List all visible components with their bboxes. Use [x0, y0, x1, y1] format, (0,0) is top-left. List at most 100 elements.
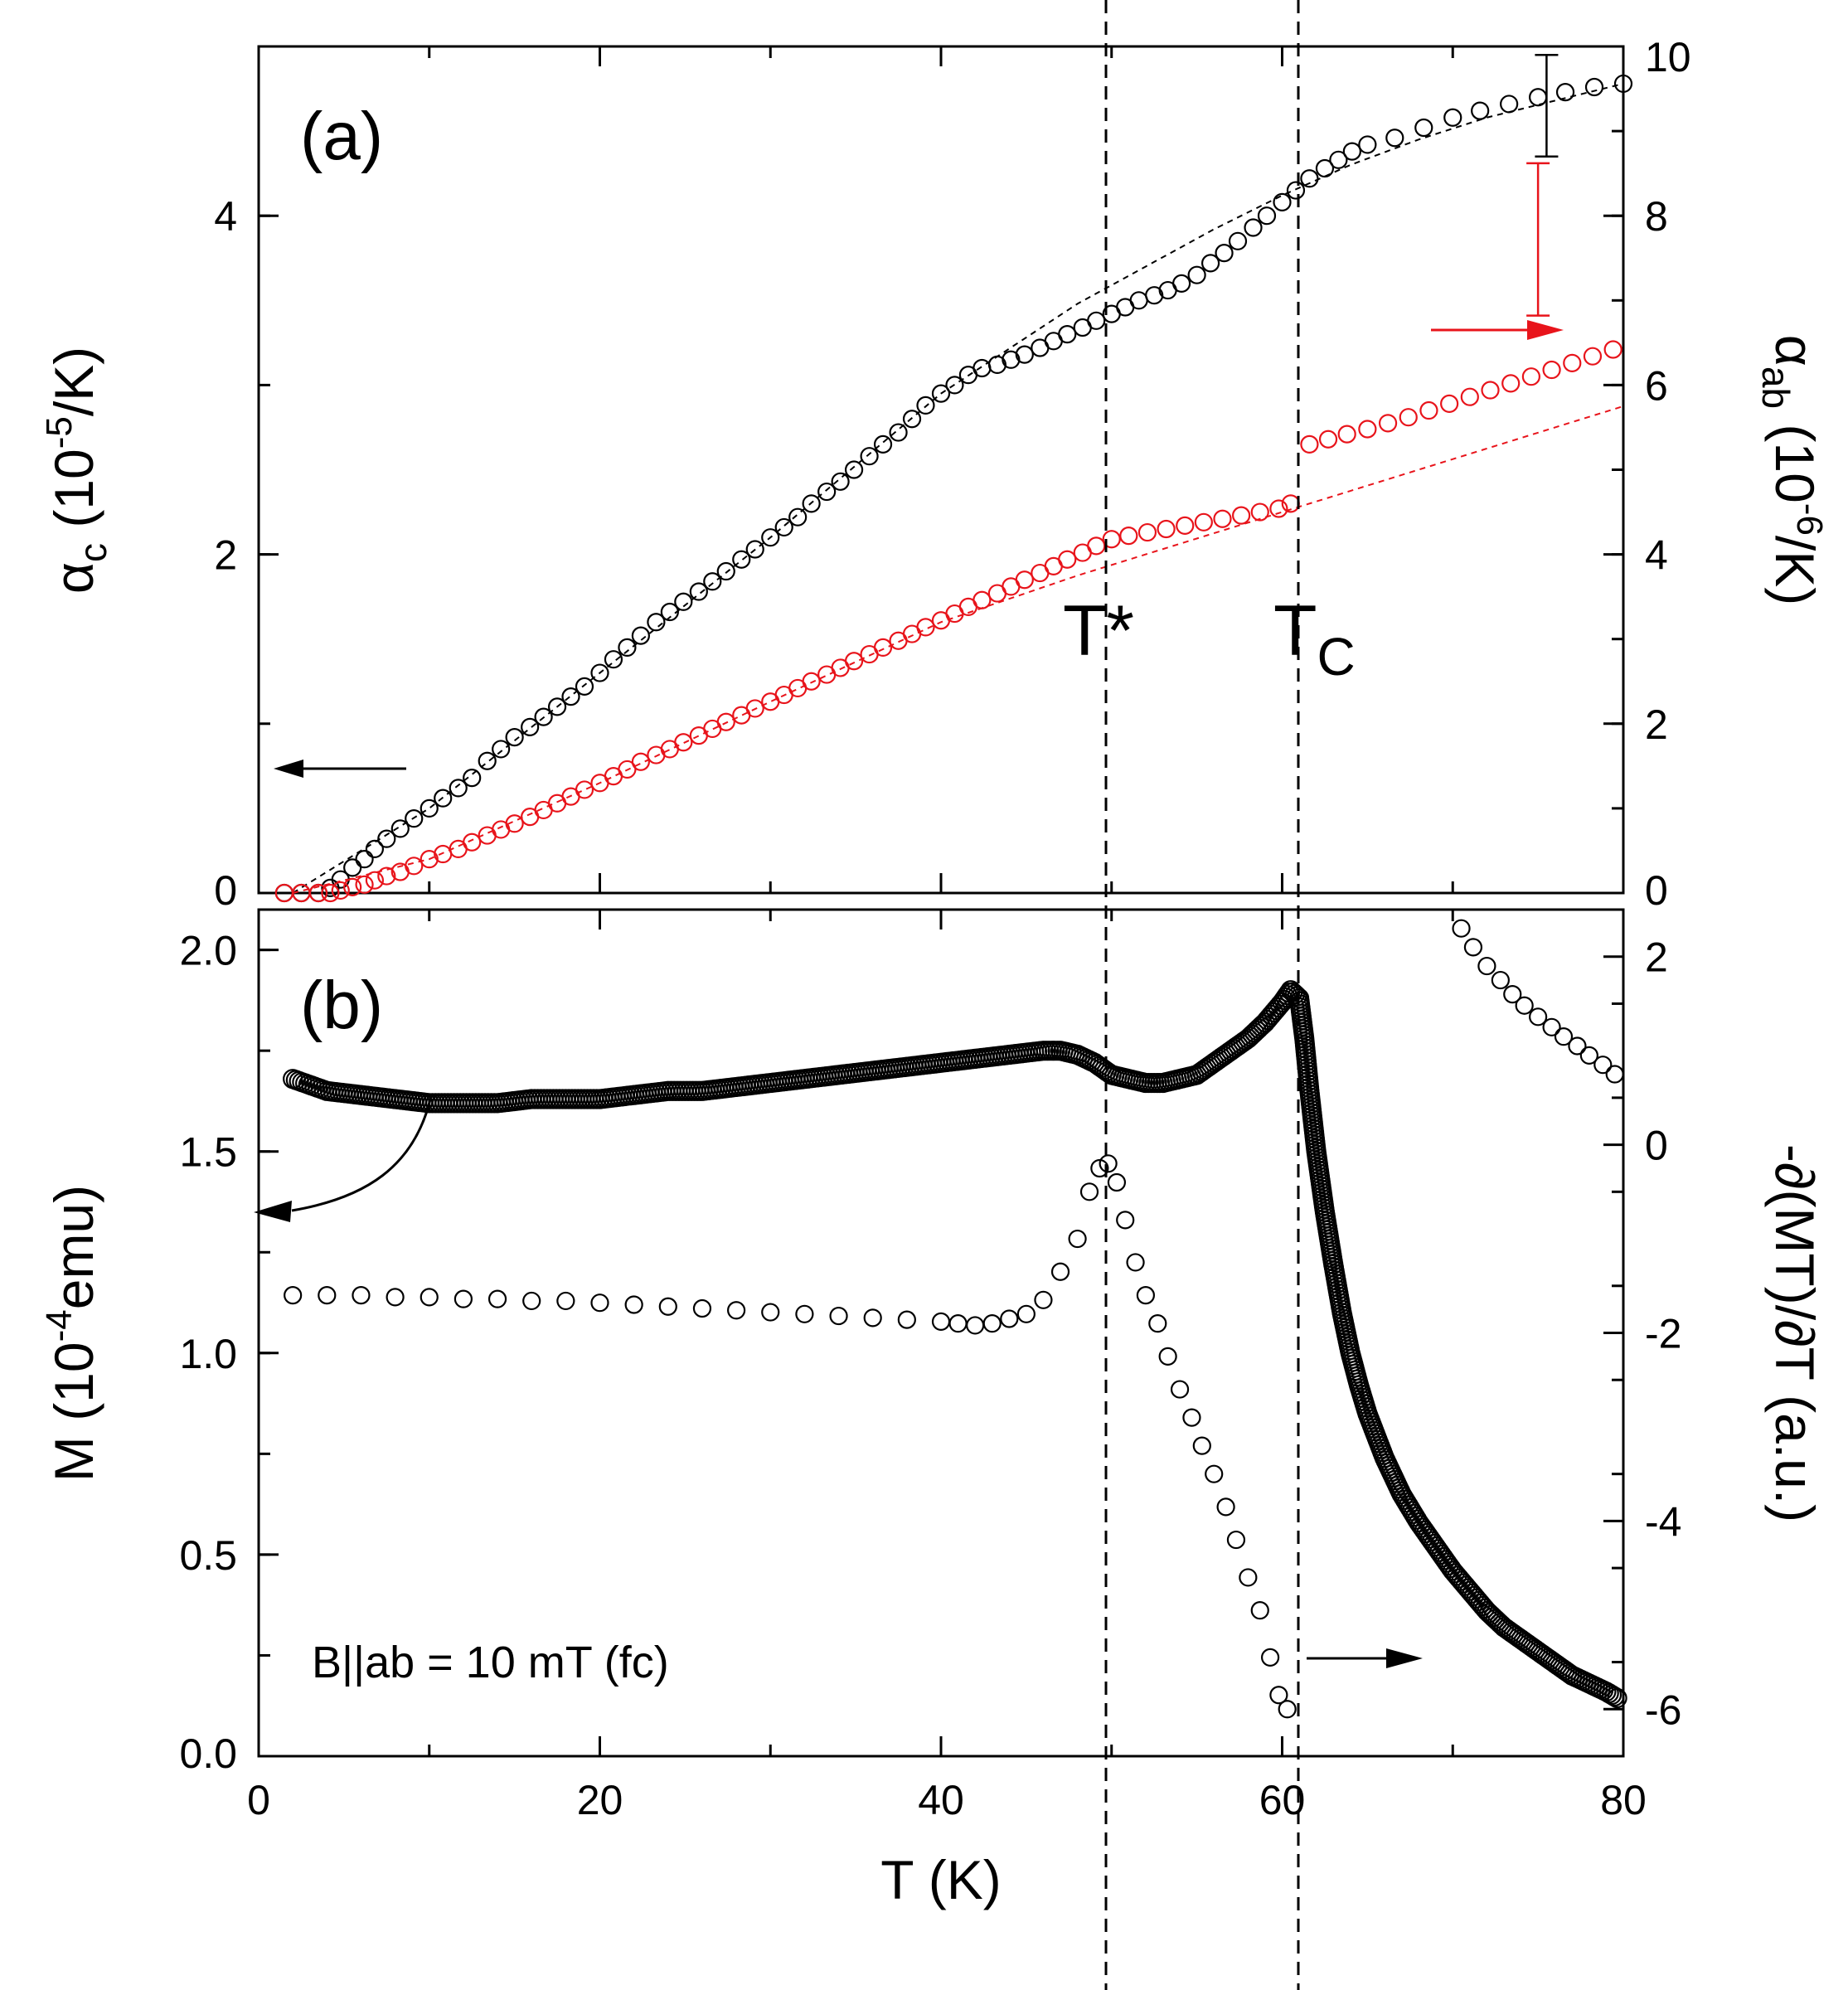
alpha-ab-point: [1250, 502, 1269, 522]
panel-b-right-ticks: -6 -4 -2 0 2: [1603, 908, 1681, 1758]
alpha-c-point: [660, 602, 679, 622]
derivative-point: [1182, 1408, 1201, 1427]
alpha-c-point: [1300, 169, 1319, 188]
alpha-ab-point: [505, 814, 524, 833]
derivative-point: [1079, 1182, 1099, 1201]
panel-b-x-ticks: 0 20 40 60 80: [247, 910, 1647, 1823]
derivative-point: [1542, 1017, 1561, 1036]
alpha-c-point: [575, 677, 594, 696]
alpha-ab-point: [973, 590, 992, 609]
alpha-c-point: [561, 687, 580, 706]
derivative-point: [556, 1291, 575, 1311]
panel-b-right-arrow: [1307, 1648, 1423, 1668]
alpha-c-point: [1273, 192, 1292, 211]
panel-a-left-tick-label: 4: [214, 193, 237, 240]
derivative-point: [829, 1306, 848, 1326]
derivative-point: [284, 1286, 303, 1305]
alpha-c-point: [521, 717, 540, 736]
panel-b-left-arrow: [254, 1095, 433, 1222]
derivative-point: [1491, 970, 1510, 990]
alpha-c-point: [377, 829, 396, 848]
alpha-c-point: [1500, 95, 1519, 114]
alpha-ab-series: [274, 340, 1622, 903]
alpha-c-point: [674, 592, 693, 611]
panel-a-left-tick-label: 2: [214, 532, 237, 579]
panel-b-left-axis-title: M (10-4emu): [39, 1185, 104, 1482]
alpha-ab-point: [331, 881, 350, 900]
panel-b-left-tick-label: 0.0: [179, 1730, 237, 1777]
derivative-point: [522, 1291, 541, 1311]
derivative-point: [1016, 1304, 1036, 1323]
alpha-ab-point: [463, 832, 482, 852]
alpha-ab-point: [377, 866, 396, 886]
alpha-c-point: [1172, 274, 1191, 293]
alpha-c-point: [1286, 181, 1306, 200]
panel-a-right-tick-label: 4: [1645, 532, 1668, 579]
alpha-ab-point: [802, 672, 821, 691]
panel-b-left-tick-label: 2.0: [179, 928, 237, 974]
alpha-ab-point: [365, 871, 385, 890]
derivative-point: [352, 1286, 371, 1305]
derivative-point: [1050, 1262, 1070, 1281]
derivative-point: [1477, 956, 1496, 976]
alpha-c-point: [449, 779, 468, 798]
panel-a-left-tick-label: 0: [214, 867, 237, 914]
derivative-point: [1116, 1211, 1135, 1230]
alpha-ab-point: [1378, 414, 1398, 433]
alpha-ab-point: [1419, 400, 1438, 420]
magnetization-point: [1604, 1686, 1625, 1707]
alpha-ab-point: [1460, 387, 1479, 406]
panel-a-right-ticks: 0 2 4 6 8 10: [1603, 34, 1691, 914]
alpha-c-point: [463, 769, 482, 788]
alpha-ab-point: [1232, 506, 1251, 525]
alpha-c-point: [1414, 118, 1433, 138]
derivative-point: [624, 1295, 643, 1314]
alpha-c-point: [1471, 101, 1490, 120]
derivative-point: [1136, 1286, 1156, 1305]
panel-a-label: (a): [300, 99, 383, 174]
panel-a-left-axis-title: αc (10-5/K): [39, 347, 114, 594]
derivative-point: [982, 1314, 1002, 1333]
alpha-ab-point: [873, 638, 893, 658]
derivative-point: [1278, 1700, 1297, 1719]
panel-b-right-tick-label: -6: [1645, 1687, 1681, 1733]
derivative-point: [1226, 1530, 1246, 1550]
alpha-c-point: [1584, 77, 1604, 97]
panel-b-right-tick-label: 2: [1645, 934, 1668, 981]
alpha-ab-point: [1358, 420, 1377, 439]
alpha-c-point: [788, 507, 808, 527]
alpha-c-point: [945, 376, 964, 395]
alpha-c-point: [365, 839, 385, 859]
alpha-c-point: [405, 809, 424, 828]
alpha-ab-point: [1563, 353, 1582, 372]
alpha-ab-point: [631, 752, 650, 771]
alpha-c-point: [343, 858, 362, 877]
panel-a-right-axis-title: αab (10-6/K): [1754, 335, 1830, 606]
derivative-point: [1503, 984, 1522, 1004]
alpha-ab-point: [1194, 512, 1213, 531]
alpha-ab-point: [1399, 408, 1418, 427]
alpha-c-point: [844, 460, 864, 479]
alpha-c-point: [434, 789, 453, 808]
alpha-ab-point: [1603, 340, 1622, 359]
alpha-c-point: [802, 494, 821, 513]
derivative-point: [761, 1303, 780, 1322]
derivative-point: [1568, 1036, 1587, 1056]
alpha-c-point: [492, 740, 511, 759]
alpha-c-point: [534, 707, 553, 726]
magnetization-series: [283, 980, 1627, 1709]
alpha-c-point: [817, 482, 837, 502]
derivative-point: [1000, 1309, 1019, 1328]
alpha-c-point: [716, 561, 735, 581]
derivative-point: [1192, 1436, 1211, 1455]
derivative-point: [1269, 1686, 1288, 1705]
panel-a-error-bars: [1526, 53, 1559, 317]
derivative-point: [420, 1288, 439, 1307]
alpha-c-point: [902, 410, 922, 429]
field-condition-note: B||ab = 10 mT (fc): [312, 1638, 669, 1687]
x-tick-label: 0: [247, 1777, 270, 1823]
alpha-c-point: [390, 819, 410, 838]
panel-a-left-ticks: 0 2 4: [214, 45, 279, 914]
alpha-ab-point: [405, 857, 424, 876]
tstar-annotation: T*: [1063, 591, 1134, 671]
